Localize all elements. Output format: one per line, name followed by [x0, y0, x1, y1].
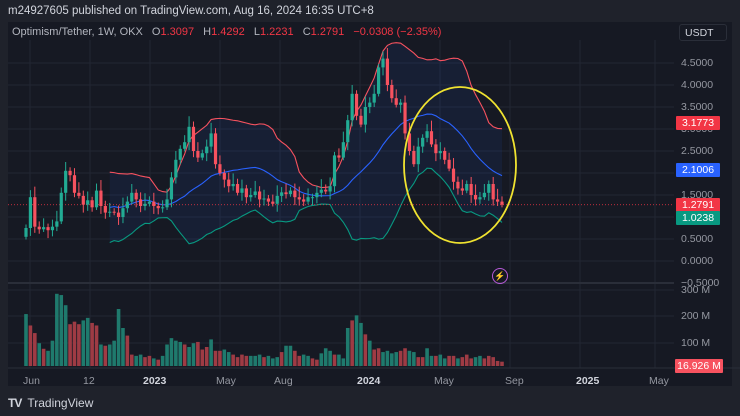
footer: TV TradingView	[8, 396, 93, 410]
upper-band-tag: 3.1773	[676, 116, 720, 130]
chart-legend: Optimism/Tether, 1W, OKX O1.3097 H1.4292…	[12, 26, 442, 38]
last-price-tag: 1.2791	[676, 198, 720, 212]
publish-header: m24927605 published on TradingView.com, …	[0, 0, 740, 24]
price-tick: 0.5000	[681, 233, 714, 245]
symbol-name[interactable]: Optimism/Tether, 1W, OKX	[12, 26, 143, 38]
price-tick: 0.0000	[681, 255, 714, 267]
close-value: 1.2791	[310, 26, 345, 38]
time-tick: May	[216, 375, 236, 387]
time-tick: 2023	[143, 375, 167, 387]
time-tick: Aug	[274, 375, 293, 387]
open-value: 1.3097	[160, 26, 195, 38]
currency-button[interactable]: USDT	[679, 24, 727, 41]
tradingview-logo-icon: TV	[8, 396, 22, 410]
time-tick: May	[434, 375, 454, 387]
volume-tick: 100 M	[681, 337, 711, 349]
time-tick: 2025	[576, 375, 600, 387]
high-value: 1.4292	[211, 26, 245, 38]
lightning-icon[interactable]: ⚡	[492, 268, 508, 284]
volume-tag: 16.926 M	[675, 359, 723, 373]
change-value: −0.0308 (−2.35%)	[353, 26, 442, 38]
time-tick: 2024	[357, 375, 381, 387]
price-tick: 4.0000	[681, 79, 714, 91]
low-value: 1.2231	[259, 26, 294, 38]
basis-tag: 2.1006	[676, 163, 720, 177]
lower-band-tag: 1.0238	[676, 211, 720, 225]
price-tick: 4.5000	[681, 57, 714, 69]
publish-info: m24927605 published on TradingView.com, …	[8, 5, 374, 17]
time-tick: May	[649, 375, 669, 387]
time-tick: Sep	[505, 375, 524, 387]
volume-tick: 200 M	[681, 310, 711, 322]
price-tick: 3.5000	[681, 101, 714, 113]
brand-name: TradingView	[27, 396, 94, 410]
time-tick: Jun	[23, 375, 40, 387]
price-tick: 2.5000	[681, 145, 714, 157]
price-tick: −0.5000	[681, 277, 720, 289]
time-tick: 12	[83, 375, 95, 387]
volume-tick: 300 M	[681, 284, 711, 296]
